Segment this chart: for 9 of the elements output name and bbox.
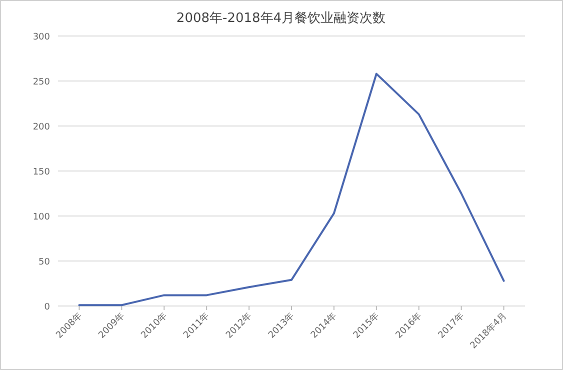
y-tick-label: 200 xyxy=(32,122,50,132)
line-series xyxy=(78,72,505,306)
chart-title: 2008年-2018年4月餐饮业融资次数 xyxy=(176,11,386,26)
y-tick-label: 100 xyxy=(32,212,50,222)
y-tick-label: 300 xyxy=(32,32,50,42)
y-tick-label: 250 xyxy=(32,78,50,88)
y-tick-label: 150 xyxy=(32,168,50,178)
y-tick-label: 0 xyxy=(44,302,50,312)
y-tick-label: 50 xyxy=(38,258,50,268)
